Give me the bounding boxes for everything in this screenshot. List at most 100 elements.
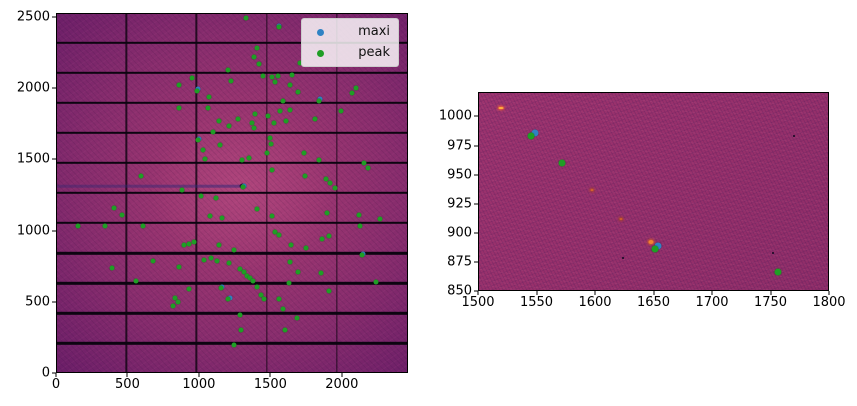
scatter-point-peak bbox=[111, 205, 117, 211]
scatter-point-peak bbox=[361, 160, 367, 166]
x-tick bbox=[341, 373, 343, 377]
x-tick bbox=[198, 373, 200, 377]
scatter-point-peak bbox=[205, 105, 211, 111]
y-tick bbox=[474, 232, 478, 234]
legend-item-peak: peak bbox=[308, 45, 390, 61]
scatter-point-peak bbox=[239, 157, 245, 163]
scatter-point-peak bbox=[198, 193, 204, 199]
module-gap-row bbox=[57, 251, 407, 255]
scatter-point-peak bbox=[217, 142, 223, 148]
scatter-point-peak bbox=[258, 292, 264, 298]
x-tick-label: 1000 bbox=[182, 377, 216, 392]
module-gap-col bbox=[195, 14, 198, 372]
scatter-point-peak bbox=[206, 94, 212, 100]
scatter-point-peak bbox=[109, 265, 115, 271]
y-tick bbox=[474, 203, 478, 205]
x-tick bbox=[653, 291, 654, 295]
scatter-point-peak bbox=[326, 288, 332, 294]
scatter-point-peak bbox=[280, 306, 286, 312]
scatter-point-peak bbox=[289, 72, 295, 78]
axes-detector-zoom: 1500 1550 1600 1650 1700 1750 1800 850 875 900 925… bbox=[439, 92, 846, 309]
scatter-point-peak bbox=[235, 116, 241, 122]
scatter-point-peak bbox=[254, 206, 260, 212]
scatter-point-peak bbox=[267, 135, 273, 141]
scatter-point-maxi bbox=[531, 129, 539, 137]
y-tick bbox=[52, 16, 56, 18]
legend: maxi peak bbox=[301, 18, 399, 67]
y-tick bbox=[52, 158, 56, 160]
scatter-point-peak bbox=[276, 232, 282, 238]
scatter-point-peak bbox=[359, 252, 365, 258]
scatter-point-peak bbox=[251, 125, 257, 131]
scatter-point-peak bbox=[231, 342, 237, 348]
scatter-point-peak bbox=[181, 242, 187, 248]
x-tick-label: 0 bbox=[51, 377, 61, 392]
legend-label-maxi: maxi bbox=[358, 24, 390, 39]
scatter-point-peak bbox=[272, 79, 278, 85]
scatter-point-peak bbox=[558, 159, 566, 167]
scatter-point-peak bbox=[272, 229, 278, 235]
detector-zoom-image bbox=[478, 92, 829, 291]
x-tick-label: 1700 bbox=[695, 295, 729, 310]
scatter-point-peak bbox=[240, 184, 246, 190]
x-tick bbox=[536, 291, 537, 295]
x-tick-label: 1800 bbox=[812, 295, 846, 310]
scatter-point-peak bbox=[269, 213, 275, 219]
x-tick bbox=[126, 373, 128, 377]
scatter-point-peak bbox=[326, 233, 332, 239]
module-gap-col bbox=[336, 14, 338, 372]
scatter-point-peak bbox=[140, 223, 146, 229]
module-gap-row bbox=[57, 281, 407, 285]
scatter-point-peak bbox=[172, 295, 178, 301]
dark-speck bbox=[772, 252, 775, 255]
scatter-point-peak bbox=[225, 67, 231, 73]
scatter-point-peak bbox=[102, 223, 108, 229]
scatter-point-peak bbox=[297, 60, 303, 66]
module-gap-row bbox=[57, 161, 407, 165]
scatter-point-peak bbox=[244, 273, 250, 279]
scatter-point-peak bbox=[150, 258, 156, 264]
scatter-point-peak bbox=[225, 296, 231, 302]
axes-detector-overview: maxi peak 0 500 1000 1500 2000 0 500 1000 1500 20… bbox=[17, 10, 408, 391]
scatter-point-peak bbox=[302, 173, 308, 179]
scatter-point-peak bbox=[356, 212, 362, 218]
legend-item-maxi: maxi bbox=[308, 24, 390, 40]
scatter-point-peak bbox=[287, 107, 293, 113]
scatter-point-peak bbox=[303, 245, 309, 251]
y-tick bbox=[474, 174, 478, 176]
scatter-point-peak bbox=[327, 180, 333, 186]
module-gap-row bbox=[57, 191, 407, 195]
scatter-point-peak bbox=[179, 187, 185, 193]
scatter-point-peak bbox=[170, 303, 176, 309]
hot-pixel bbox=[498, 106, 504, 109]
scatter-point-peak bbox=[119, 212, 125, 218]
scatter-point-peak bbox=[256, 61, 262, 67]
scatter-point-peak bbox=[377, 216, 383, 222]
scatter-point-peak bbox=[527, 132, 535, 140]
scatter-point-peak bbox=[276, 296, 282, 302]
y-tick-label: 1500 bbox=[16, 151, 50, 167]
scatter-point-peak bbox=[176, 105, 182, 110]
scatter-point-peak bbox=[268, 141, 274, 147]
scatter-point-peak bbox=[194, 88, 200, 93]
scatter-point-peak bbox=[260, 73, 266, 79]
scatter-point-peak bbox=[264, 150, 270, 156]
scatter-point-peak bbox=[246, 155, 252, 161]
scatter-point-peak bbox=[269, 167, 275, 173]
scatter-point-peak bbox=[295, 269, 301, 275]
scatter-point-peak bbox=[218, 285, 224, 291]
scatter-point-peak bbox=[247, 275, 253, 281]
scatter-point-peak bbox=[261, 296, 267, 302]
dark-speck bbox=[793, 134, 796, 137]
scatter-point-peak bbox=[238, 327, 244, 333]
scatter-point-peak bbox=[207, 213, 213, 219]
x-tick-label: 1600 bbox=[578, 295, 612, 310]
scatter-point-peak bbox=[138, 173, 144, 179]
x-tick bbox=[828, 291, 830, 295]
y-tick bbox=[52, 230, 56, 232]
scatter-point-peak bbox=[282, 327, 288, 333]
scatter-point-peak bbox=[237, 266, 243, 272]
scatter-point-peak bbox=[195, 137, 201, 143]
scatter-point-peak bbox=[200, 147, 206, 153]
y-tick bbox=[52, 372, 56, 374]
